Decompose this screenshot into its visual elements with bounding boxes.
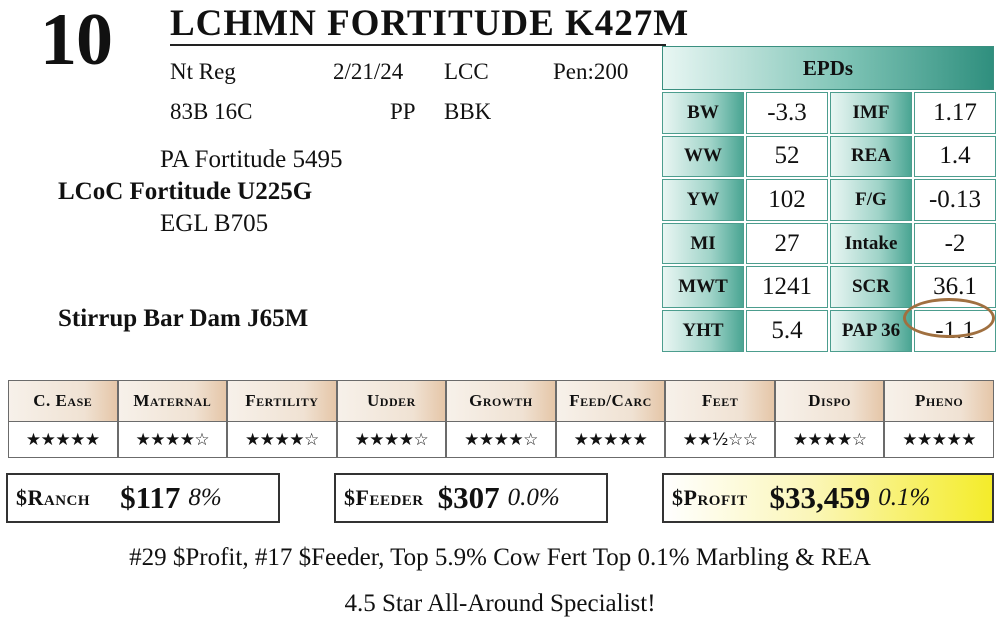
pedigree-sire: LCoC Fortitude U225G — [58, 178, 313, 205]
epd-value: 1.17 — [914, 92, 996, 134]
epd-label: MI — [662, 222, 744, 265]
feeder-index-box: $Feeder $307 0.0% — [334, 473, 608, 523]
star-rating: ★★★★★ — [884, 422, 994, 458]
rating-header: C. Ease — [8, 380, 118, 422]
star-rating: ★★★★★ — [8, 422, 118, 458]
ranch-index-label: $Ranch — [16, 485, 91, 510]
epd-value: -3.3 — [746, 92, 828, 134]
star-rating: ★★★★☆ — [117, 422, 228, 458]
rating-header: Growth — [446, 380, 556, 422]
rating-header: Dispo — [774, 380, 885, 422]
epd-label: MWT — [662, 266, 744, 308]
epd-label: SCR — [830, 266, 912, 308]
feeder-index-percent: 0.0% — [507, 484, 560, 511]
epd-label: PAP 36 — [830, 309, 912, 352]
reg-status: Nt Reg — [170, 59, 236, 84]
rating-header: Feed/Carc — [555, 380, 666, 422]
epd-label: YW — [662, 179, 744, 221]
star-rating: ★★★★☆ — [336, 422, 447, 458]
epd-value: 52 — [746, 135, 828, 178]
epd-value: -0.13 — [914, 179, 996, 221]
lot-number: 10 — [40, 0, 113, 81]
star-rating: ★★★★☆ — [774, 422, 885, 458]
epd-label: YHT — [662, 309, 744, 352]
epd-value: 102 — [746, 179, 828, 221]
star-rating: ★★★★★ — [555, 422, 666, 458]
pedigree-sire-dam: EGL B705 — [160, 210, 269, 237]
pedigree-sire-sire: PA Fortitude 5495 — [160, 146, 343, 173]
epd-value: 5.4 — [746, 309, 828, 352]
feeder-index-value: $307 — [437, 480, 500, 515]
color-code: BBK — [444, 99, 492, 124]
profit-index-value: $33,459 — [769, 480, 871, 515]
pedigree-dam: Stirrup Bar Dam J65M — [58, 305, 309, 332]
rating-header: Pheno — [884, 380, 994, 422]
pen-number: Pen:200 — [553, 59, 629, 84]
epd-label: REA — [830, 135, 912, 178]
epd-value: 1.4 — [914, 135, 996, 178]
feeder-index-label: $Feeder — [344, 485, 424, 510]
profit-index-label: $Profit — [672, 485, 748, 510]
ranch-index-box: $Ranch $117 8% — [6, 473, 280, 523]
epd-value: 27 — [746, 222, 828, 265]
epd-header: EPDs — [662, 46, 994, 90]
epd-grid: BW -3.3 IMF 1.17 WW 52 REA 1.4 YW 102 F/… — [662, 92, 996, 352]
ratings-header-row: C. Ease Maternal Fertility Udder Growth … — [8, 380, 994, 422]
genetic-code: 83B 16C — [170, 99, 253, 124]
epd-label: WW — [662, 135, 744, 178]
star-rating: ★★★★☆ — [446, 422, 556, 458]
epd-label: Intake — [830, 222, 912, 265]
birth-date: 2/21/24 — [333, 59, 404, 84]
animal-name: LCHMN FORTITUDE K427M — [170, 3, 690, 44]
polled-status: PP — [390, 99, 416, 124]
rating-header: Maternal — [117, 380, 228, 422]
epd-value: -2 — [914, 222, 996, 265]
rating-header: Feet — [665, 380, 775, 422]
profit-index-percent: 0.1% — [878, 484, 931, 511]
highlight-circle — [903, 298, 995, 338]
star-rating: ★★½☆☆ — [665, 422, 775, 458]
summary-line: #29 $Profit, #17 $Feeder, Top 5.9% Cow F… — [129, 544, 871, 571]
rating-header: Udder — [336, 380, 447, 422]
epd-value: 1241 — [746, 266, 828, 308]
breeder-code: LCC — [444, 59, 489, 84]
epd-label: BW — [662, 92, 744, 134]
ranch-index-percent: 8% — [188, 484, 222, 511]
star-rating: ★★★★☆ — [227, 422, 337, 458]
rating-header: Fertility — [227, 380, 337, 422]
name-underline — [170, 44, 666, 46]
ranch-index-value: $117 — [120, 480, 181, 515]
profit-index-box: $Profit $33,459 0.1% — [662, 473, 994, 523]
epd-label: IMF — [830, 92, 912, 134]
epd-table: EPDs BW -3.3 IMF 1.17 WW 52 REA 1.4 YW 1… — [662, 46, 996, 352]
ratings-table: C. Ease Maternal Fertility Udder Growth … — [8, 380, 994, 458]
epd-label: F/G — [830, 179, 912, 221]
summary-tagline: 4.5 Star All-Around Specialist! — [344, 590, 656, 617]
ratings-stars-row: ★★★★★ ★★★★☆ ★★★★☆ ★★★★☆ ★★★★☆ ★★★★★ ★★½☆… — [8, 422, 994, 458]
